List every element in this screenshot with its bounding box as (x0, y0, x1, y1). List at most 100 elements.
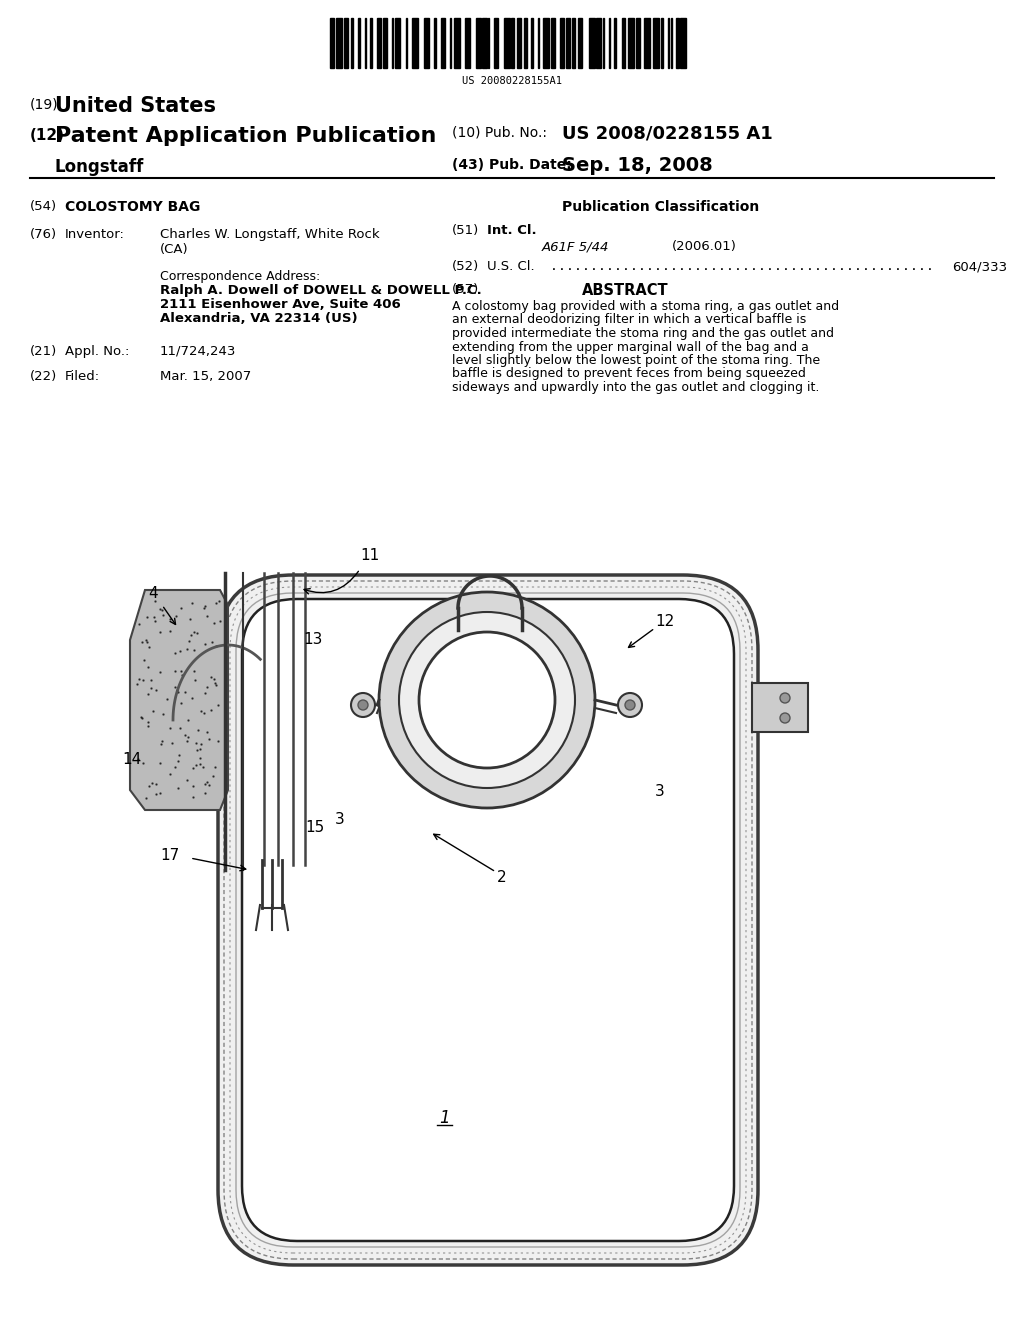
Bar (623, 18, 625, 69)
Bar (517, 18, 521, 69)
Circle shape (351, 693, 375, 717)
Bar (671, 18, 672, 69)
Bar (395, 18, 400, 69)
Text: (19): (19) (30, 98, 58, 112)
Bar (365, 18, 367, 69)
Text: 13: 13 (303, 632, 323, 648)
Bar (524, 18, 527, 69)
Bar (543, 18, 549, 69)
Text: baffle is designed to prevent feces from being squeezed: baffle is designed to prevent feces from… (452, 367, 806, 380)
Bar (652, 18, 658, 69)
Bar (424, 18, 429, 69)
Text: (CA): (CA) (160, 243, 188, 256)
Bar (662, 18, 664, 69)
Bar (434, 18, 436, 69)
Text: (21): (21) (30, 345, 57, 358)
Bar (603, 18, 604, 69)
Text: Ralph A. Dowell of DOWELL & DOWELL P.C.: Ralph A. Dowell of DOWELL & DOWELL P.C. (160, 284, 481, 297)
Circle shape (419, 632, 555, 768)
Bar (511, 18, 514, 69)
Text: A61F 5/44: A61F 5/44 (542, 240, 609, 253)
Text: extending from the upper marginal wall of the bag and a: extending from the upper marginal wall o… (452, 341, 809, 354)
Bar (383, 18, 387, 69)
Polygon shape (752, 682, 808, 733)
Bar (370, 18, 373, 69)
Text: 3: 3 (655, 784, 665, 800)
Text: 17: 17 (161, 847, 179, 862)
Bar (669, 18, 670, 69)
Text: 15: 15 (305, 821, 325, 836)
Bar (391, 18, 393, 69)
Text: 4: 4 (148, 586, 158, 601)
Bar (450, 18, 451, 69)
Text: Appl. No.:: Appl. No.: (65, 345, 129, 358)
Bar (465, 18, 470, 69)
Bar (565, 18, 570, 69)
Bar (455, 18, 461, 69)
Bar (609, 18, 610, 69)
Bar (530, 18, 532, 69)
Bar (551, 18, 555, 69)
Text: 14: 14 (123, 752, 141, 767)
Bar (614, 18, 616, 69)
Text: Charles W. Longstaff, White Rock: Charles W. Longstaff, White Rock (160, 228, 380, 242)
Text: 1: 1 (438, 1109, 450, 1127)
Text: COLOSTOMY BAG: COLOSTOMY BAG (65, 201, 201, 214)
Text: 3: 3 (335, 813, 345, 828)
Text: US 20080228155A1: US 20080228155A1 (462, 77, 562, 86)
Circle shape (618, 693, 642, 717)
Polygon shape (130, 590, 228, 810)
Bar (495, 18, 498, 69)
Text: US 2008/0228155 A1: US 2008/0228155 A1 (562, 124, 773, 143)
Bar (412, 18, 418, 69)
Text: sideways and upwardly into the gas outlet and clogging it.: sideways and upwardly into the gas outle… (452, 381, 819, 393)
Text: ABSTRACT: ABSTRACT (582, 282, 669, 298)
Bar (476, 18, 481, 69)
Text: Filed:: Filed: (65, 370, 100, 383)
Text: (43) Pub. Date:: (43) Pub. Date: (452, 158, 571, 172)
Text: Correspondence Address:: Correspondence Address: (160, 271, 321, 282)
Text: (51): (51) (452, 224, 479, 238)
Text: 604/333: 604/333 (952, 260, 1008, 273)
FancyBboxPatch shape (218, 576, 758, 1265)
Text: 11: 11 (360, 549, 380, 564)
Circle shape (780, 713, 790, 723)
Circle shape (399, 612, 575, 788)
Circle shape (625, 700, 635, 710)
Bar (676, 18, 679, 69)
Bar (589, 18, 595, 69)
Text: an external deodorizing filter in which a vertical baffle is: an external deodorizing filter in which … (452, 314, 806, 326)
Circle shape (358, 700, 368, 710)
Text: Inventor:: Inventor: (65, 228, 125, 242)
Text: Longstaff: Longstaff (55, 158, 144, 176)
Bar (559, 18, 564, 69)
Bar (441, 18, 444, 69)
Bar (407, 18, 408, 69)
Bar (504, 18, 510, 69)
Text: (52): (52) (452, 260, 479, 273)
Text: 12: 12 (655, 615, 674, 630)
Bar (538, 18, 539, 69)
Bar (330, 18, 334, 69)
Bar (629, 18, 635, 69)
Bar (596, 18, 601, 69)
Text: Alexandria, VA 22314 (US): Alexandria, VA 22314 (US) (160, 312, 357, 325)
Text: level slightly below the lowest point of the stoma ring. The: level slightly below the lowest point of… (452, 354, 820, 367)
Bar (344, 18, 348, 69)
Text: 11/724,243: 11/724,243 (160, 345, 237, 358)
Circle shape (780, 693, 790, 704)
Text: U.S. Cl.: U.S. Cl. (487, 260, 535, 273)
Text: ................................................: ........................................… (542, 260, 934, 273)
FancyBboxPatch shape (242, 599, 734, 1241)
Text: Publication Classification: Publication Classification (562, 201, 759, 214)
Text: Int. Cl.: Int. Cl. (487, 224, 537, 238)
Text: A colostomy bag provided with a stoma ring, a gas outlet and: A colostomy bag provided with a stoma ri… (452, 300, 839, 313)
Bar (680, 18, 686, 69)
Circle shape (379, 591, 595, 808)
Text: (22): (22) (30, 370, 57, 383)
Text: 2111 Eisenhower Ave, Suite 406: 2111 Eisenhower Ave, Suite 406 (160, 298, 400, 312)
Text: United States: United States (55, 96, 216, 116)
Bar (636, 18, 640, 69)
Text: Mar. 15, 2007: Mar. 15, 2007 (160, 370, 251, 383)
Bar (357, 18, 360, 69)
